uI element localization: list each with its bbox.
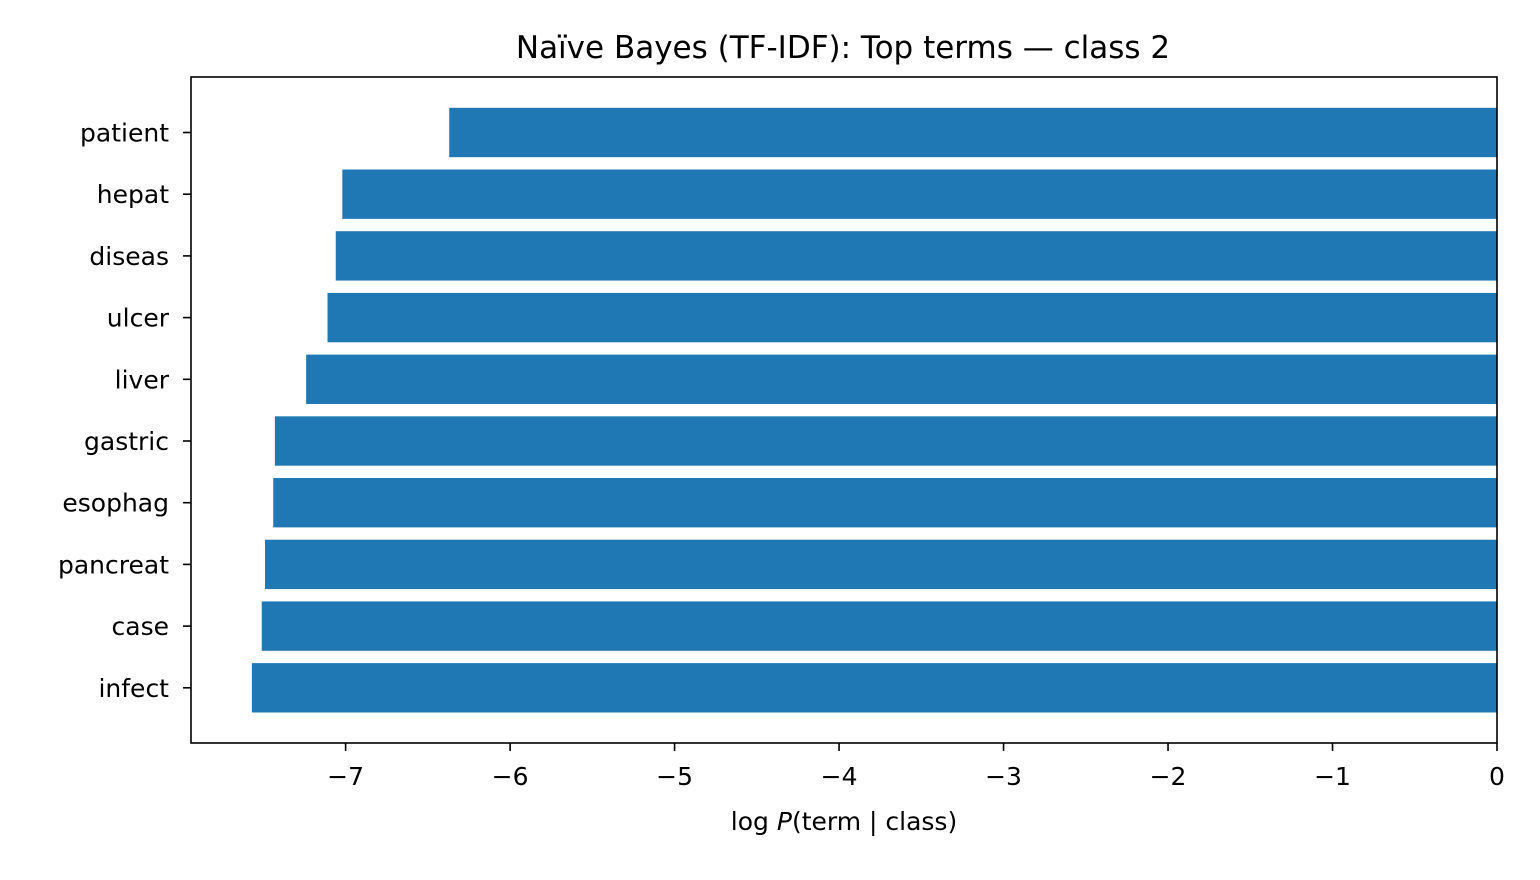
x-tick-label: −5 <box>656 762 693 791</box>
bar-esophag <box>273 478 1497 528</box>
bar-gastric <box>274 416 1497 466</box>
y-tick-label-infect: infect <box>98 674 169 703</box>
y-tick-label-case: case <box>112 612 169 641</box>
x-tick-label: −3 <box>985 762 1022 791</box>
y-tick-label-diseas: diseas <box>89 242 169 271</box>
bar-patient <box>449 107 1498 158</box>
x-axis-label-prefix: log <box>731 807 777 836</box>
x-tick-label: −4 <box>821 762 858 791</box>
y-tick-label-esophag: esophag <box>62 489 169 518</box>
x-tick-label: −7 <box>327 762 364 791</box>
y-tick-label-liver: liver <box>115 365 170 394</box>
bar-infect <box>251 663 1498 713</box>
y-tick-label-pancreat: pancreat <box>58 550 169 579</box>
bar-liver <box>306 354 1497 404</box>
bars-group <box>251 107 1498 713</box>
y-tick-label-gastric: gastric <box>84 427 169 456</box>
x-tick-label: −6 <box>492 762 529 791</box>
y-axis: patient hepat diseas ulcer liver gastric esoph… <box>58 119 191 703</box>
y-tick-label-patient: patient <box>80 119 169 148</box>
plot-frame <box>190 76 1498 744</box>
chart-title: Naïve Bayes (TF-IDF): Top terms — class … <box>516 30 1170 66</box>
x-axis: −7 −6 −5 −4 −3 −2 −1 0 <box>327 743 1505 791</box>
y-tick-label-hepat: hepat <box>97 180 169 209</box>
x-axis-label-italic: P <box>777 807 793 836</box>
x-axis-label-suffix: (term | class) <box>792 807 957 836</box>
bar-hepat <box>342 169 1497 219</box>
x-tick-label: −2 <box>1150 762 1187 791</box>
y-tick-label-ulcer: ulcer <box>107 304 170 333</box>
bar-pancreat <box>265 539 1498 590</box>
bar-case <box>261 601 1497 651</box>
x-axis-label: log P(term | class) <box>731 807 957 836</box>
x-tick-label: −1 <box>1314 762 1351 791</box>
bar-diseas <box>335 231 1497 281</box>
bar-ulcer <box>327 292 1497 343</box>
x-tick-label: 0 <box>1489 762 1505 791</box>
